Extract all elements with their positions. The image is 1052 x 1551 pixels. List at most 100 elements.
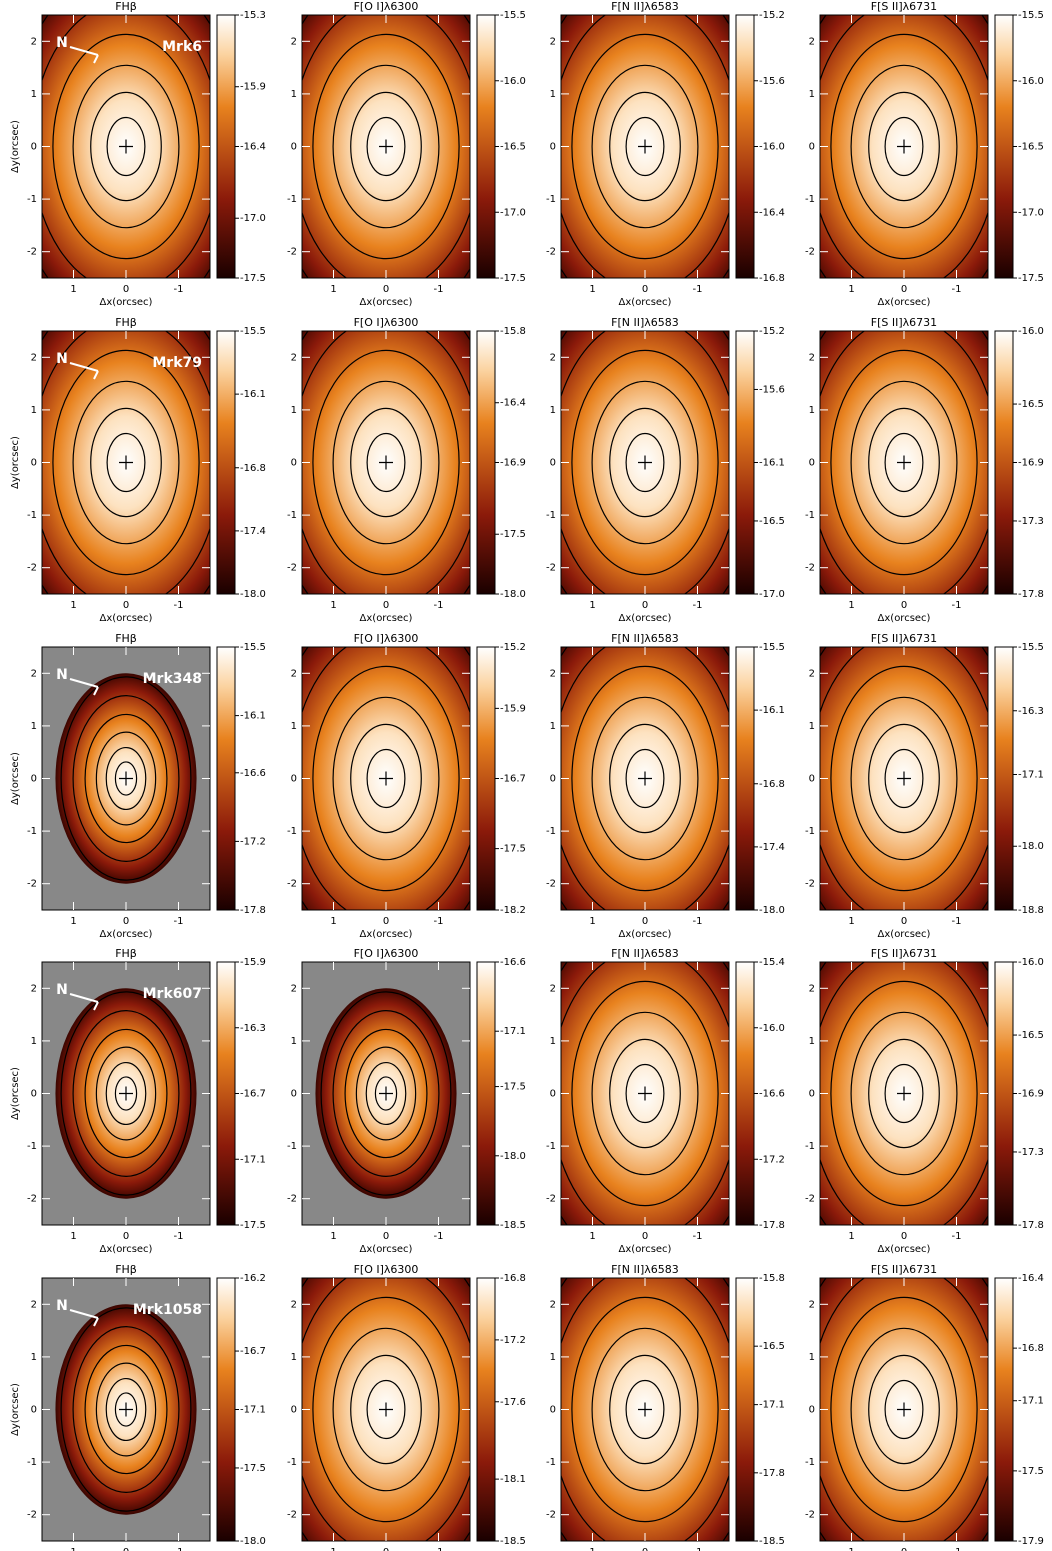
y-tick-label: 0: [31, 774, 37, 785]
x-tick-label: -1: [693, 1547, 703, 1551]
contour: [60, 1307, 192, 1512]
colorbar-tick-label: -16.5: [759, 1341, 785, 1352]
contour: [609, 1354, 681, 1465]
x-tick-label: -1: [434, 1231, 444, 1242]
x-axis-label: Δx(orcsec): [878, 929, 931, 940]
y-tick-label: 2: [291, 352, 297, 363]
x-tick-label: 1: [848, 916, 854, 927]
compass-arrows: [69, 362, 99, 380]
x-tick-label: 1: [848, 600, 854, 611]
colorbar-tick-label: -17.1: [500, 1026, 526, 1037]
colorbar-tick-label: -18.5: [759, 1536, 785, 1547]
x-tick-label: -1: [174, 284, 184, 295]
colorbar-tick-label: -16.0: [1018, 326, 1044, 337]
colorbar: [476, 646, 496, 911]
contour: [625, 748, 665, 809]
colorbar-tick-label: -17.1: [759, 1400, 785, 1411]
compass-label: N: [56, 1298, 68, 1314]
panel-title: F[N II]λ6583: [611, 632, 679, 645]
contour: [591, 380, 699, 545]
colorbar: [994, 14, 1014, 279]
y-tick-label: 2: [809, 983, 815, 994]
y-tick-label: 0: [291, 458, 297, 469]
y-tick-label: 1: [550, 89, 556, 100]
map: [561, 15, 729, 278]
contour: [84, 1344, 168, 1475]
y-tick-label: -2: [27, 247, 37, 258]
colorbar-tick-label: -17.3: [1018, 1147, 1044, 1158]
x-tick-label: -1: [434, 284, 444, 295]
y-tick-label: -1: [27, 510, 37, 521]
y-tick-label: 2: [291, 983, 297, 994]
y-tick-label: -1: [27, 1141, 37, 1152]
colorbar-tick-label: -15.8: [759, 1273, 785, 1284]
y-tick-label: 2: [550, 668, 556, 679]
x-tick-label: 0: [383, 916, 389, 927]
colorbar-tick-label: -15.2: [759, 10, 785, 21]
colorbar-tick-label: -15.9: [500, 703, 526, 714]
center-mark: [638, 1402, 652, 1417]
colorbar-tick-label: -15.5: [240, 326, 266, 337]
y-tick-label: -1: [546, 194, 556, 205]
map: [820, 1278, 988, 1541]
contour: [830, 33, 978, 260]
colorbar-tick-label: -17.2: [759, 1154, 785, 1165]
y-tick-label: 1: [31, 1352, 37, 1363]
center-mark: [638, 1086, 652, 1101]
contour: [344, 1028, 428, 1159]
contour: [625, 116, 665, 177]
contour: [571, 1296, 719, 1523]
colorbar-tick-label: -16.4: [240, 142, 266, 153]
x-tick-label: -1: [693, 916, 703, 927]
y-tick-label: -2: [546, 247, 556, 258]
colorbar-tick-label: -17.8: [759, 1220, 785, 1231]
contour: [95, 1046, 157, 1141]
x-axis-label: Δx(orcsec): [878, 1244, 931, 1255]
x-tick-label: 1: [70, 600, 76, 611]
y-tick-label: 0: [550, 142, 556, 153]
contour: [366, 1379, 406, 1440]
colorbar: [994, 1277, 1014, 1542]
colorbar-tick-label: -17.2: [240, 836, 266, 847]
colorbar: [476, 961, 496, 1226]
colorbar: [476, 1277, 496, 1542]
contour: [571, 349, 719, 576]
x-tick-label: -1: [952, 1547, 962, 1551]
panel-title: F[S II]λ6731: [871, 0, 937, 13]
colorbar-tick-label: -16.4: [1018, 1273, 1044, 1284]
colorbar-tick-label: -16.2: [240, 1273, 266, 1284]
y-tick-label: 0: [291, 774, 297, 785]
y-tick-label: 0: [550, 458, 556, 469]
contour: [332, 1010, 440, 1177]
y-tick-label: 1: [809, 721, 815, 732]
y-tick-label: 2: [809, 352, 815, 363]
colorbar: [994, 646, 1014, 911]
contour: [350, 723, 422, 834]
contour: [609, 723, 681, 834]
y-tick-label: 1: [31, 1036, 37, 1047]
contour: [830, 665, 978, 892]
y-tick-label: -1: [805, 510, 815, 521]
y-tick-label: -1: [805, 194, 815, 205]
contour: [591, 696, 699, 861]
panel-title: F[O I]λ6300: [354, 947, 419, 960]
contour: [332, 1327, 440, 1492]
colorbar-tick-label: -16.1: [240, 711, 266, 722]
colorbar-tick-label: -16.1: [759, 458, 785, 469]
colorbar-tick-label: -17.0: [500, 207, 526, 218]
y-tick-label: 0: [291, 1405, 297, 1416]
panel-title: F[O I]λ6300: [354, 1263, 419, 1276]
contour: [884, 432, 924, 493]
colorbar-tick-label: -16.7: [240, 1346, 266, 1357]
y-tick-label: -2: [27, 1510, 37, 1521]
contour: [830, 980, 978, 1207]
colorbar-tick-label: -16.9: [1018, 458, 1044, 469]
contour: [609, 407, 681, 518]
colorbar: [216, 330, 236, 595]
colorbar-tick-label: -15.5: [759, 642, 785, 653]
y-axis-label: Δy(orcsec): [10, 1067, 21, 1120]
y-tick-label: 2: [291, 1299, 297, 1310]
emission: [820, 15, 988, 278]
y-tick-label: -1: [805, 826, 815, 837]
colorbar-tick-label: -17.5: [240, 1463, 266, 1474]
